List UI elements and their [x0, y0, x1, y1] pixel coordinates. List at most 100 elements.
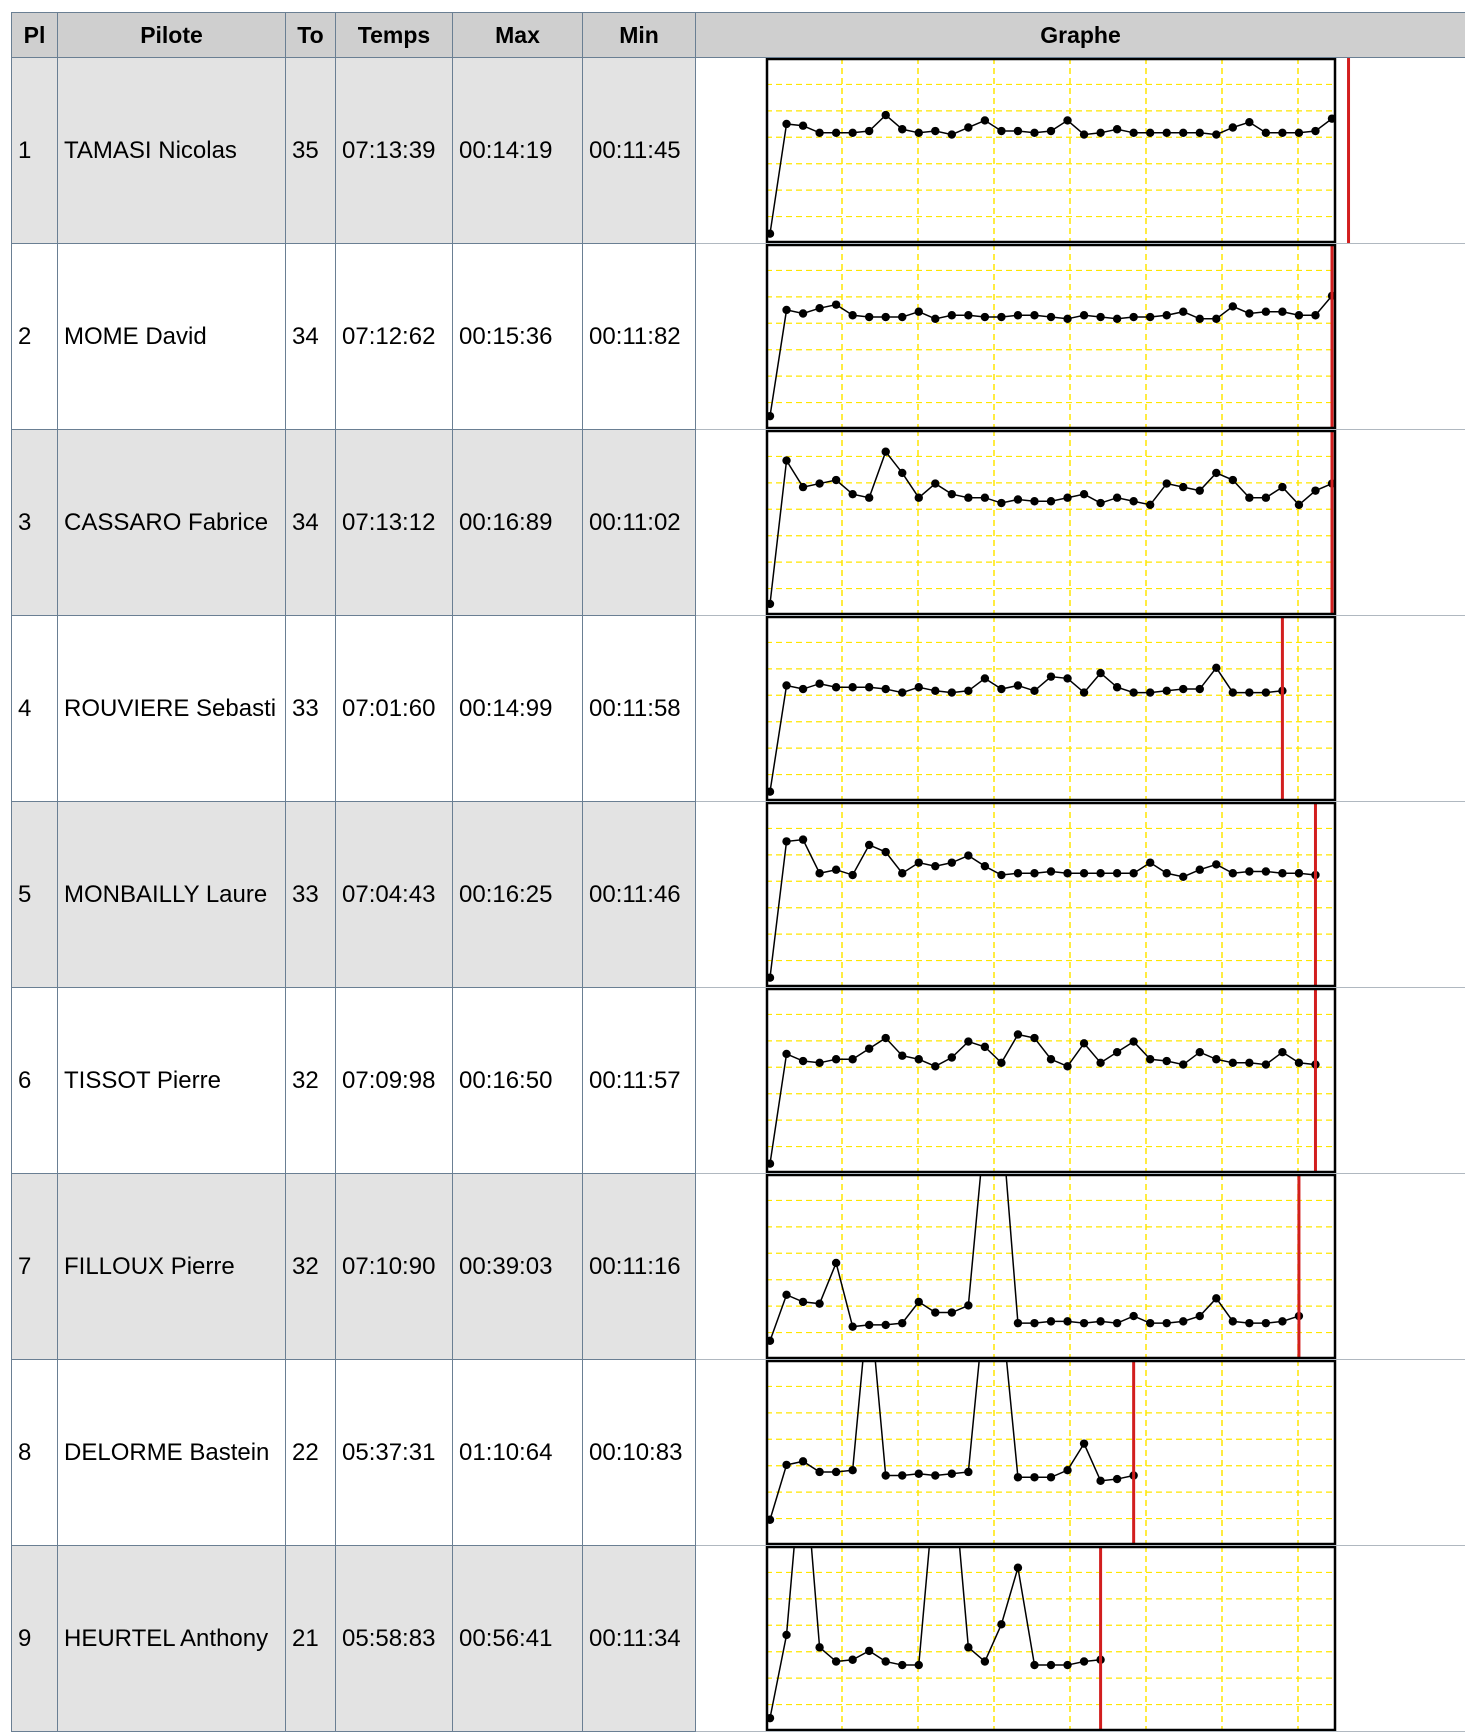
max-cell: 00:14:19: [453, 58, 583, 244]
time-cell: 07:13:12: [336, 430, 453, 616]
lap-point: [1096, 129, 1104, 137]
table-row[interactable]: 5 MONBAILLY Laure 33 07:04:43 00:16:25 0…: [12, 802, 1465, 988]
header-laps[interactable]: To: [286, 13, 336, 58]
lap-point: [1295, 311, 1303, 319]
lap-point: [1096, 1059, 1104, 1067]
lap-point: [1163, 1319, 1171, 1327]
lap-point: [1179, 1317, 1187, 1325]
lap-point: [882, 313, 890, 321]
lap-point: [1080, 1039, 1088, 1047]
table-row[interactable]: 4 ROUVIERE Sebasti 33 07:01:60 00:14:99 …: [12, 616, 1465, 802]
lap-point: [865, 1321, 873, 1329]
lap-point: [997, 685, 1005, 693]
lap-point: [898, 469, 906, 477]
lap-point: [799, 685, 807, 693]
pilot-cell: TAMASI Nicolas: [58, 58, 286, 244]
header-max[interactable]: Max: [453, 13, 583, 58]
lap-point: [782, 456, 790, 464]
lap-point: [882, 1471, 890, 1479]
lap-point: [1163, 129, 1171, 137]
lap-point: [1278, 869, 1286, 877]
time-cell: 07:01:60: [336, 616, 453, 802]
lap-point: [1129, 688, 1137, 696]
lap-point: [815, 129, 823, 137]
header-row: Pl Pilote To Temps Max Min Graphe: [12, 13, 1465, 58]
header-pilot[interactable]: Pilote: [58, 13, 286, 58]
lap-point: [948, 490, 956, 498]
laps-cell: 22: [286, 1360, 336, 1546]
lap-point: [1030, 869, 1038, 877]
lap-point: [1014, 495, 1022, 503]
max-cell: 00:15:36: [453, 244, 583, 430]
lap-point: [1030, 1473, 1038, 1481]
graph-cell: [696, 58, 1465, 244]
lap-point: [981, 674, 989, 682]
graph-cell: [696, 616, 1465, 802]
header-time[interactable]: Temps: [336, 13, 453, 58]
lap-point: [1047, 313, 1055, 321]
lap-point: [1096, 1317, 1104, 1325]
table-row[interactable]: 8 DELORME Bastein 22 05:37:31 01:10:64 0…: [12, 1360, 1465, 1546]
lap-point: [1063, 1317, 1071, 1325]
lap-point: [997, 313, 1005, 321]
lap-point: [882, 111, 890, 119]
table-row[interactable]: 1 TAMASI Nicolas 35 07:13:39 00:14:19 00…: [12, 58, 1465, 244]
table-row[interactable]: 6 TISSOT Pierre 32 07:09:98 00:16:50 00:…: [12, 988, 1465, 1174]
lap-point: [848, 311, 856, 319]
lap-graph: [696, 1360, 1465, 1545]
table-row[interactable]: 9 HEURTEL Anthony 21 05:58:83 00:56:41 0…: [12, 1546, 1465, 1732]
time-cell: 07:04:43: [336, 802, 453, 988]
graph-area: [766, 430, 1336, 615]
lap-point: [1262, 308, 1270, 316]
place-cell: 4: [12, 616, 58, 802]
lap-point: [815, 1643, 823, 1651]
lap-point: [997, 871, 1005, 879]
lap-point: [848, 683, 856, 691]
lap-point: [1030, 497, 1038, 505]
lap-point: [832, 300, 840, 308]
graph-area: [766, 1174, 1336, 1359]
lap-point: [1212, 1055, 1220, 1063]
lap-point: [1196, 486, 1204, 494]
lap-point: [915, 1470, 923, 1478]
header-min[interactable]: Min: [583, 13, 696, 58]
lap-point: [1014, 869, 1022, 877]
lap-point: [948, 1470, 956, 1478]
table-row[interactable]: 3 CASSARO Fabrice 34 07:13:12 00:16:89 0…: [12, 430, 1465, 616]
lap-point: [1047, 1661, 1055, 1669]
lap-point: [1179, 308, 1187, 316]
lap-point: [1096, 669, 1104, 677]
table-row[interactable]: 7 FILLOUX Pierre 32 07:10:90 00:39:03 00…: [12, 1174, 1465, 1360]
lap-point: [1047, 867, 1055, 875]
lap-point: [1014, 1319, 1022, 1327]
lap-point: [1179, 1060, 1187, 1068]
min-cell: 00:11:34: [583, 1546, 696, 1732]
lap-point: [1262, 494, 1270, 502]
lap-point: [964, 494, 972, 502]
laps-cell: 34: [286, 430, 336, 616]
lap-point: [931, 1471, 939, 1479]
lap-point: [1163, 311, 1171, 319]
lap-point: [848, 1055, 856, 1063]
lap-point: [997, 499, 1005, 507]
pilot-cell: MOME David: [58, 244, 286, 430]
header-graph[interactable]: Graphe: [696, 13, 1465, 58]
lap-point: [1080, 130, 1088, 138]
graph-area: [766, 244, 1336, 429]
lap-point: [1113, 1319, 1121, 1327]
pilot-cell: TISSOT Pierre: [58, 988, 286, 1174]
lap-graph: [696, 1174, 1465, 1359]
lap-point: [1014, 681, 1022, 689]
lap-point: [1014, 311, 1022, 319]
header-place[interactable]: Pl: [12, 13, 58, 58]
lap-point: [1113, 1048, 1121, 1056]
lap-point: [1096, 1477, 1104, 1485]
lap-point: [1080, 490, 1088, 498]
lap-point: [1129, 313, 1137, 321]
lap-point: [931, 862, 939, 870]
lap-point: [865, 1647, 873, 1655]
lap-point: [1196, 1312, 1204, 1320]
table-row[interactable]: 2 MOME David 34 07:12:62 00:15:36 00:11:…: [12, 244, 1465, 430]
lap-point: [915, 683, 923, 691]
lap-point: [848, 1466, 856, 1474]
